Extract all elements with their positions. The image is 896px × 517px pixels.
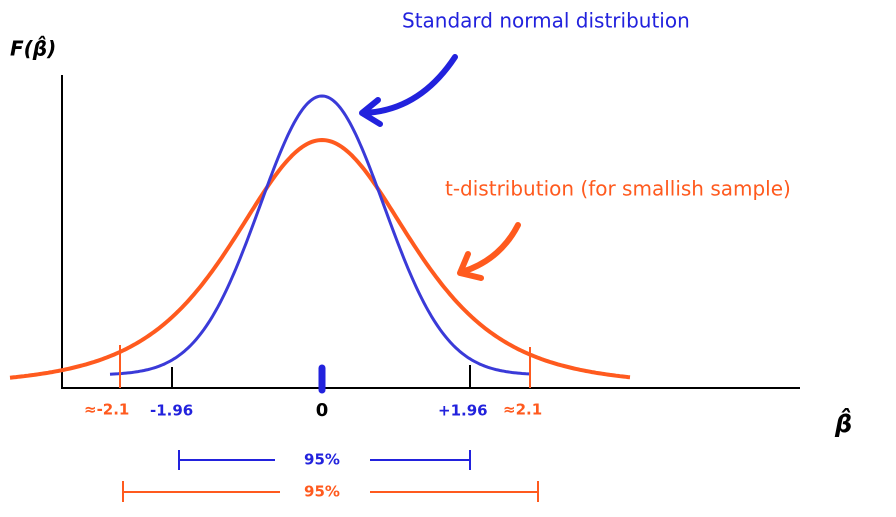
x-axis-label: β̂ xyxy=(834,408,852,438)
tick-label: ≈2.1 xyxy=(503,401,542,419)
tick-label: 0 xyxy=(316,400,329,421)
normal-title: Standard normal distribution xyxy=(402,9,690,33)
arrow xyxy=(362,54,458,116)
interval-label: 95% xyxy=(304,483,340,501)
tick-label: +1.96 xyxy=(438,402,488,420)
normal-curve xyxy=(109,94,531,376)
interval-label: 95% xyxy=(304,451,340,469)
arrowhead xyxy=(457,251,484,281)
tick-label: ≈-2.1 xyxy=(84,401,129,419)
arrow xyxy=(459,222,521,275)
t-curve xyxy=(9,137,631,380)
y-axis-label: F(β̂) xyxy=(10,36,56,61)
arrowhead xyxy=(359,97,383,127)
tick-label: -1.96 xyxy=(150,402,193,420)
t-title: t-distribution (for smallish sample) xyxy=(445,177,791,201)
